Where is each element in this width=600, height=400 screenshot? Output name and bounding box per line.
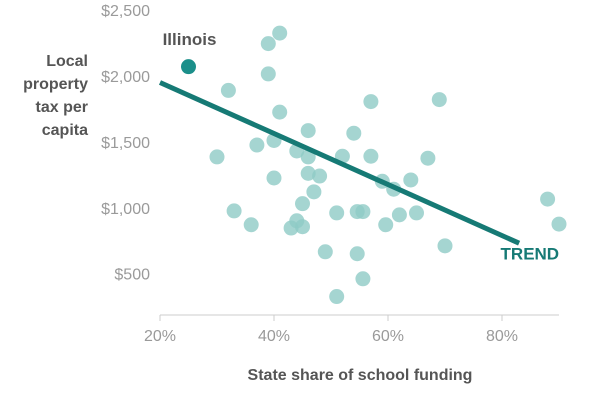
point — [300, 123, 316, 139]
x-tick-label: 60% — [372, 328, 404, 345]
x-axis-label: State share of school funding — [248, 367, 473, 384]
y-tick-label: $2,500 — [101, 3, 150, 20]
point — [209, 149, 225, 165]
point — [355, 271, 371, 287]
point — [272, 25, 288, 41]
y-tick-label: $500 — [114, 267, 150, 284]
point — [346, 125, 362, 141]
point — [420, 150, 436, 166]
point — [540, 191, 556, 207]
y-axis-label: Local property tax per capita — [23, 53, 88, 139]
x-tick-label: 40% — [258, 328, 290, 345]
point — [295, 196, 310, 212]
highlight-point — [181, 59, 196, 75]
trend-line — [158, 80, 521, 246]
point — [431, 92, 447, 108]
point — [363, 94, 379, 110]
point — [220, 82, 236, 98]
point — [317, 244, 333, 260]
point — [391, 207, 407, 223]
point — [312, 168, 328, 184]
y-tick-label: $2,000 — [101, 69, 150, 86]
point — [260, 66, 276, 82]
point — [266, 170, 282, 186]
point — [403, 172, 419, 188]
point — [226, 203, 242, 219]
point — [272, 104, 288, 120]
point — [378, 217, 394, 233]
point — [306, 184, 322, 200]
point — [409, 205, 424, 221]
point — [243, 217, 259, 233]
point — [300, 165, 316, 181]
point — [249, 137, 265, 153]
x-tick-label: 80% — [486, 328, 518, 345]
point — [363, 148, 379, 164]
x-tick-label: 20% — [144, 328, 176, 345]
y-tick-label: $1,500 — [101, 135, 150, 152]
trend-label: TREND — [501, 245, 560, 264]
point — [283, 220, 299, 236]
y-tick-label: $1,000 — [101, 201, 150, 218]
point — [355, 204, 371, 220]
point — [551, 216, 567, 232]
highlight-label: Illinois — [163, 30, 217, 49]
point — [437, 238, 453, 254]
point — [329, 289, 345, 305]
point — [295, 219, 310, 235]
point — [260, 36, 276, 52]
point — [349, 246, 365, 262]
point — [329, 205, 345, 221]
